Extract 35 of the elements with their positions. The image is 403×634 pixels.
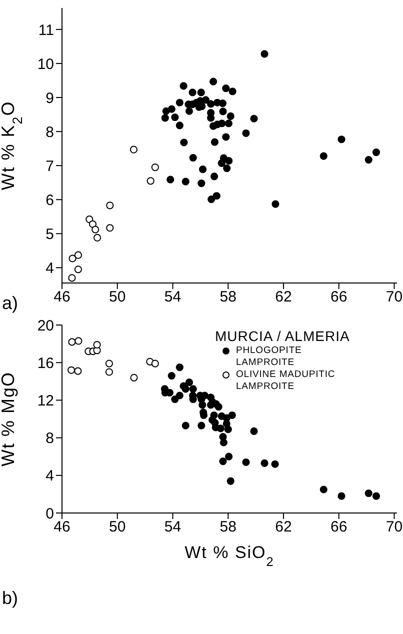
x-tick-label: 54	[164, 288, 182, 306]
x-tick-label: 58	[220, 518, 236, 536]
y-tick-label: 10	[37, 56, 54, 73]
y-tick-label: 0	[46, 505, 54, 522]
x-tick-label: 46	[54, 288, 70, 306]
x-axis-title: Wt % SiO$_{2}$	[184, 543, 274, 568]
y-tick-label: 16	[37, 354, 54, 372]
text: b)	[2, 588, 18, 609]
x-tick-label: 62	[275, 518, 292, 536]
y-tick-label: 7	[46, 158, 54, 175]
y-tick-label: 5	[46, 226, 54, 243]
x-tick-label: 62	[275, 288, 292, 306]
y-axis-title: Wt % MgO	[0, 371, 18, 467]
x-tick-label: 46	[54, 518, 70, 536]
legend-title: MURCIA / ALMERIA	[215, 328, 351, 344]
legend-label: PHLOGOPITE LAMPROITE	[236, 345, 303, 369]
y-tick-label: 11	[38, 22, 54, 39]
y-tick-label: 20	[37, 317, 54, 334]
y-tick-label: 4	[46, 260, 54, 278]
text: a)	[2, 293, 18, 314]
y-tick-label: 12	[37, 392, 54, 410]
x-tick-label: 66	[330, 288, 348, 306]
x-tick-label: 50	[109, 518, 126, 536]
x-tick-label: 70	[386, 288, 403, 306]
x-tick-label: 50	[109, 288, 126, 306]
y-tick-label: 8	[46, 430, 54, 448]
y-tick-label: 9	[46, 90, 54, 107]
y-tick-label: 6	[46, 192, 54, 209]
x-tick-label: 58	[220, 288, 236, 306]
x-tick-label: 54	[164, 518, 182, 536]
y-tick-label: 8	[46, 124, 54, 141]
legend-label: OLIVINE MADUPITIC LAMPROITE	[236, 369, 336, 393]
x-tick-label: 66	[330, 518, 348, 536]
y-tick-label: 4	[46, 468, 54, 485]
x-tick-label: 70	[386, 518, 403, 536]
